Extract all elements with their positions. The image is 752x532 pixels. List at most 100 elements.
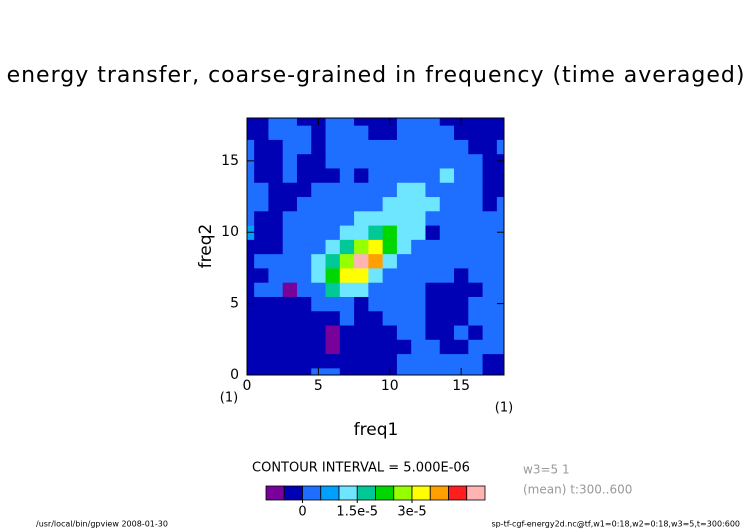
contour-cell — [482, 282, 498, 297]
contour-cell — [247, 267, 255, 283]
contour-cell — [354, 125, 369, 140]
contour-cell — [454, 267, 469, 283]
contour-cell — [247, 339, 255, 355]
contour-cell — [268, 196, 284, 212]
contour-cell — [339, 310, 355, 326]
contour-cell — [247, 196, 255, 212]
contour-cell — [268, 282, 284, 297]
contour-cell — [411, 118, 426, 126]
contour-cell — [468, 118, 484, 126]
contour-cell — [247, 125, 255, 140]
contour-cell — [368, 325, 384, 340]
contour-cell — [396, 196, 412, 212]
contour-cell — [368, 225, 384, 240]
contour-cell — [268, 210, 284, 226]
contour-cell — [382, 153, 398, 169]
contour-cell — [325, 267, 341, 283]
contour-cell — [354, 182, 369, 198]
contour-cell — [496, 253, 504, 269]
contour-cell — [496, 196, 504, 212]
contour-cell — [296, 339, 312, 355]
contour-cell — [339, 182, 355, 198]
contour-cell — [454, 325, 469, 340]
contour-cell — [325, 339, 341, 355]
contour-cell — [454, 296, 469, 312]
chart-title: energy transfer, coarse-grained in frequ… — [7, 63, 746, 88]
contour-cell — [368, 167, 384, 183]
contour-cell — [296, 282, 312, 297]
contour-cell — [325, 125, 341, 140]
contour-cell — [482, 210, 498, 226]
contour-cell — [325, 196, 341, 212]
contour-cell — [325, 353, 341, 369]
contour-cell — [439, 239, 455, 255]
contour-cell — [482, 253, 498, 269]
contour-cell — [425, 267, 441, 283]
contour-cell — [247, 239, 255, 255]
contour-cell — [396, 167, 412, 183]
colorbar-box — [356, 485, 376, 501]
contour-cell — [411, 182, 426, 198]
contour-cell — [439, 310, 455, 326]
contour-cell — [354, 253, 369, 269]
contour-cell — [368, 125, 384, 140]
colorbar-tick-label: 0 — [298, 505, 306, 520]
contour-cell — [282, 296, 298, 312]
contour-cell — [439, 182, 455, 198]
contour-cell — [296, 182, 312, 198]
y-tick-label: 5 — [230, 296, 239, 312]
contour-cell — [454, 282, 469, 297]
contour-cell — [254, 118, 269, 126]
contour-cell — [354, 267, 369, 283]
contour-cell — [339, 267, 355, 283]
contour-cell — [496, 267, 504, 283]
contour-cell — [439, 153, 455, 169]
contour-cell — [339, 282, 355, 297]
contour-cell — [411, 339, 426, 355]
contour-cell — [496, 282, 504, 297]
x-unit: (1) — [495, 401, 513, 416]
contour-cell — [382, 310, 398, 326]
contour-cell — [482, 367, 498, 375]
footer-left: /usr/local/bin/gpview 2008-01-30 — [36, 520, 168, 529]
contour-cell — [368, 267, 384, 283]
colorbar-box — [338, 485, 358, 501]
contour-cell — [468, 296, 484, 312]
contour-cell — [382, 210, 398, 226]
contour-cell — [282, 339, 298, 355]
contour-cell — [396, 210, 412, 226]
contour-cell — [339, 367, 355, 375]
contour-cell — [296, 239, 312, 255]
contour-cell — [354, 239, 369, 255]
contour-cell — [354, 353, 369, 369]
contour-interval: CONTOUR INTERVAL = 5.000E-06 — [252, 461, 470, 476]
contour-cell — [382, 267, 398, 283]
contour-cell — [268, 167, 284, 183]
contour-cell — [468, 253, 484, 269]
contour-cell — [296, 310, 312, 326]
contour-cell — [254, 182, 269, 198]
contour-cell — [468, 310, 484, 326]
annotation: w3=5 1 — [523, 463, 570, 477]
contour-cell — [496, 139, 504, 155]
contour-cell — [411, 139, 426, 155]
contour-cell — [425, 296, 441, 312]
plot-frame — [246, 117, 505, 376]
contour-cell — [268, 325, 284, 340]
contour-cell — [439, 196, 455, 212]
contour-cell — [254, 239, 269, 255]
contour-cell — [454, 310, 469, 326]
contour-cell — [339, 253, 355, 269]
contour-cell — [282, 225, 298, 240]
contour-cell — [439, 282, 455, 297]
contour-cell — [439, 339, 455, 355]
contour-cell — [268, 125, 284, 140]
contour-cell — [396, 339, 412, 355]
contour-cell — [282, 282, 298, 297]
contour-cell — [268, 367, 284, 375]
colorbar-box — [375, 485, 395, 501]
contour-cell — [268, 139, 284, 155]
contour-cell — [482, 239, 498, 255]
x-tick-label: 0 — [243, 378, 252, 394]
